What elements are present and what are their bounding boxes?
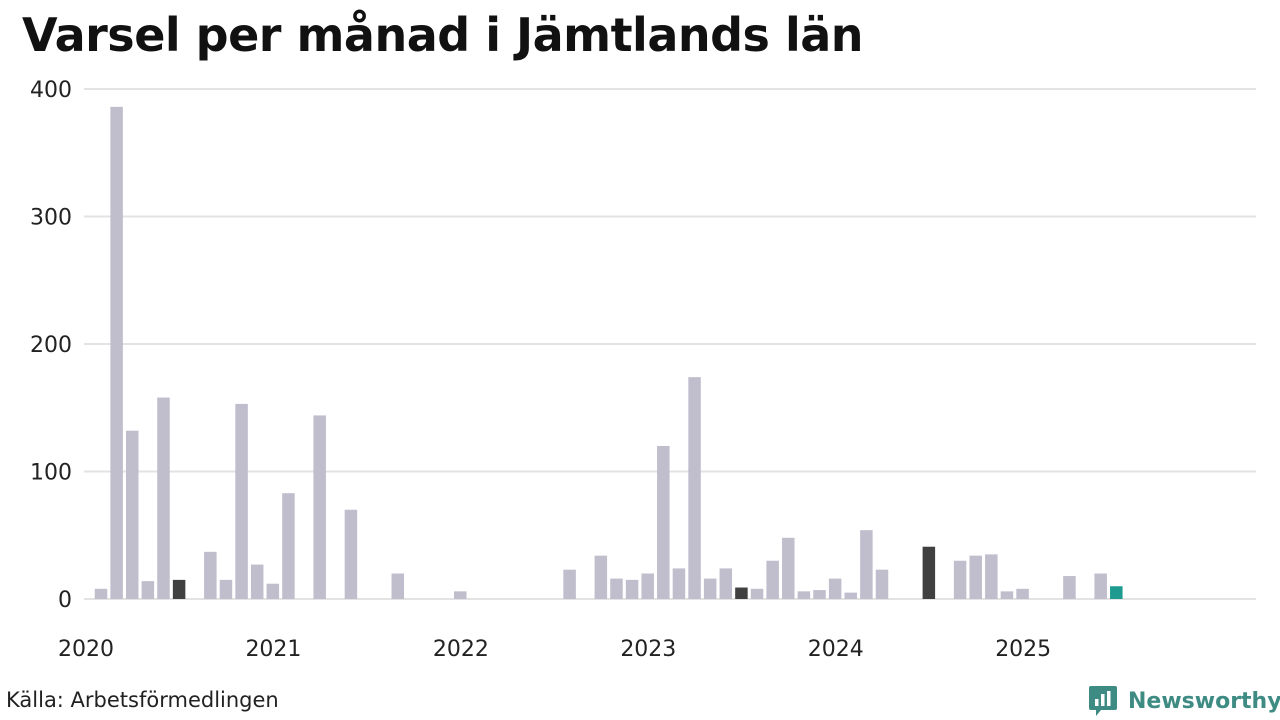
- x-tick-label: 2024: [808, 637, 864, 662]
- bar-2023-02: [672, 568, 686, 599]
- bar-2021-01: [282, 493, 295, 599]
- newsworthy-chart-icon: [1089, 686, 1117, 716]
- x-tick-label: 2021: [245, 637, 301, 662]
- bar-2024-11: [1000, 591, 1014, 599]
- bar-2021-03: [313, 415, 326, 599]
- bar-2025-05: [1094, 573, 1107, 599]
- bar-2022-11: [625, 579, 639, 599]
- bar-2025-06: [1110, 586, 1123, 599]
- bar-2021-08: [391, 573, 405, 599]
- bar-2023-12: [828, 578, 842, 599]
- bar-2024-10: [985, 554, 998, 599]
- bar-2020-10: [235, 403, 248, 599]
- y-axis-ticks: 0 100 200 300 400: [30, 78, 72, 613]
- bar-2024-12: [1016, 588, 1029, 599]
- gridlines: [84, 88, 1256, 600]
- bar-2020-02: [110, 106, 123, 599]
- y-tick-label: 200: [30, 333, 72, 358]
- bar-2023-06: [735, 587, 748, 599]
- bar-chart: 0 100 200 300 400 2020 2021 2022 2023 2024 2025: [30, 78, 1256, 662]
- brand-name: Newsworthy: [1128, 688, 1280, 714]
- bar-2020-11: [250, 564, 264, 599]
- bar-2021-05: [344, 509, 358, 599]
- bar-2023-09: [782, 537, 795, 599]
- x-tick-label: 2023: [620, 637, 676, 662]
- bar-2023-01: [657, 446, 670, 599]
- bar-2023-10: [797, 591, 811, 599]
- bar-2022-12: [641, 573, 654, 599]
- bar-2024-02: [860, 530, 873, 599]
- y-tick-label: 100: [30, 461, 72, 486]
- bar-2020-09: [219, 579, 233, 599]
- x-tick-label: 2025: [995, 637, 1051, 662]
- x-axis-ticks: 2020 2021 2022 2023 2024 2025: [58, 637, 1051, 662]
- bar-2020-06: [172, 579, 186, 599]
- bar-2020-05: [157, 397, 170, 599]
- bar-2020-03: [125, 430, 139, 599]
- bars: [94, 106, 1123, 599]
- bar-2024-06: [922, 546, 936, 599]
- source-note: Källa: Arbetsförmedlingen: [6, 688, 279, 712]
- bar-2023-04: [703, 578, 717, 599]
- bar-2020-12: [266, 583, 280, 599]
- bar-2023-05: [719, 568, 733, 599]
- bar-2022-07: [563, 569, 576, 599]
- x-tick-label: 2020: [58, 637, 114, 662]
- bar-2024-01: [844, 592, 858, 599]
- bar-2023-07: [750, 588, 764, 599]
- bar-2024-09: [969, 555, 982, 599]
- chart-title: Varsel per månad i Jämtlands län: [22, 8, 864, 62]
- bar-2023-11: [813, 590, 826, 599]
- bar-2020-04: [141, 581, 155, 599]
- x-tick-label: 2022: [433, 637, 489, 662]
- y-tick-label: 300: [30, 206, 72, 231]
- bar-2024-08: [953, 560, 967, 599]
- bar-2024-03: [875, 569, 889, 599]
- bar-2022-09: [594, 555, 608, 599]
- bar-2020-08: [204, 551, 217, 599]
- y-tick-label: 0: [58, 588, 72, 613]
- bar-2021-12: [454, 591, 467, 599]
- y-tick-label: 400: [30, 78, 72, 103]
- bar-2020-01: [94, 588, 108, 599]
- bar-2022-10: [610, 578, 623, 599]
- bar-2023-08: [766, 560, 779, 599]
- bar-2025-03: [1063, 576, 1076, 599]
- bar-2023-03: [688, 377, 701, 599]
- newsworthy-logo[interactable]: Newsworthy: [1088, 684, 1280, 718]
